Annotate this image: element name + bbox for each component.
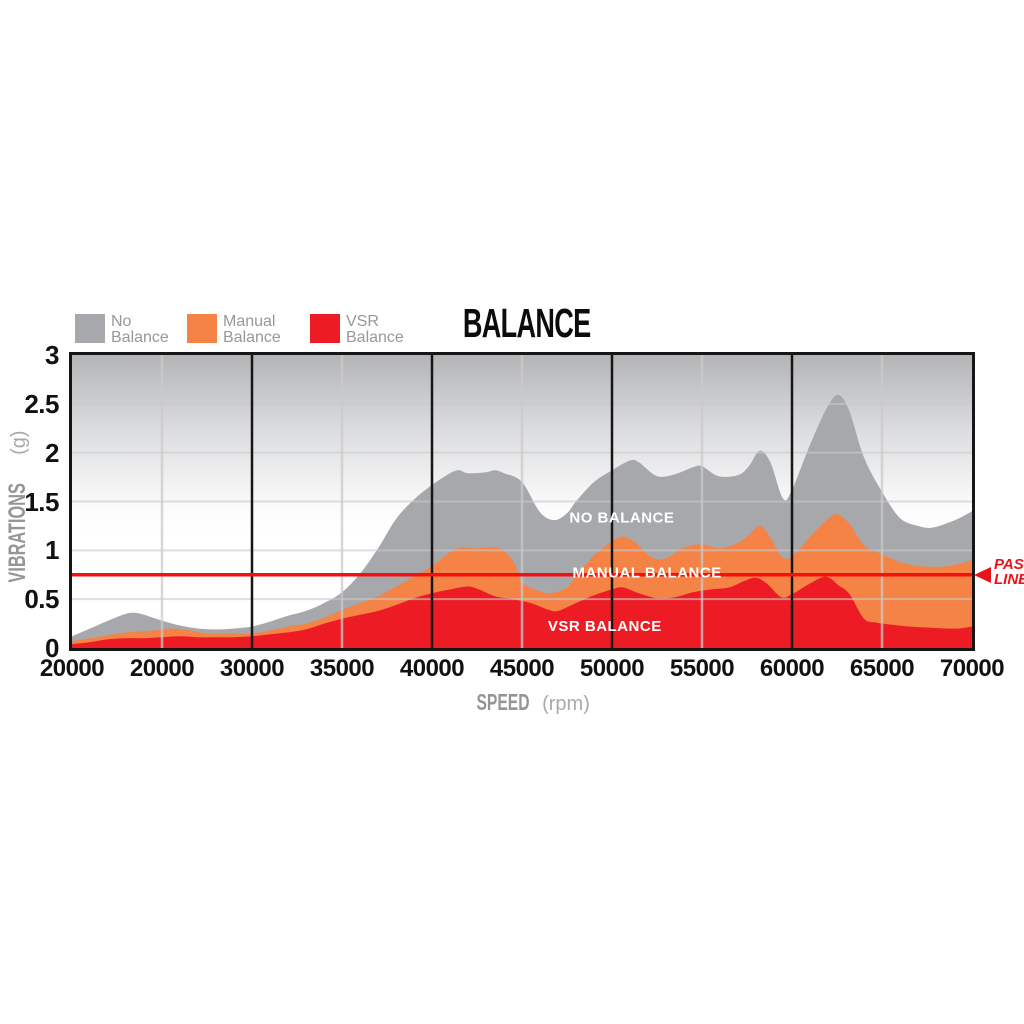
- pass-line-label: PASSLINE: [994, 556, 1024, 588]
- chart-title: BALANCE: [463, 300, 591, 346]
- no-balance-series-label: NO BALANCE: [569, 510, 674, 527]
- legend-label: No Balance: [111, 313, 169, 346]
- x-tick-label: 35000: [309, 655, 375, 682]
- x-tick-label: 50000: [579, 655, 645, 682]
- x-tick-label: 30000: [219, 655, 285, 682]
- no-balance-swatch-icon: [75, 314, 105, 343]
- legend-item-vsr-balance: VSR Balance: [310, 314, 404, 346]
- x-tick-label: 65000: [849, 655, 915, 682]
- y-tick-label: 3: [45, 340, 59, 370]
- legend-item-no-balance: No Balance: [75, 314, 169, 346]
- plot-area: NO BALANCE MANUAL BALANCE VSR BALANCE: [69, 352, 975, 651]
- legend-label: Manual Balance: [223, 313, 281, 346]
- y-tick-label: 0.5: [24, 584, 59, 615]
- x-tick-label: 60000: [759, 655, 825, 682]
- legend-item-manual-balance: Manual Balance: [187, 314, 281, 346]
- x-tick-label: 45000: [489, 655, 555, 682]
- x-axis-title: SPEED (rpm): [476, 689, 590, 715]
- y-tick-label: 2: [45, 437, 59, 468]
- balance-area-chart: NO BALANCE MANUAL BALANCE VSR BALANCE: [72, 355, 972, 648]
- x-tick-label: 20000: [129, 655, 195, 682]
- y-tick-label: 2.5: [24, 388, 59, 419]
- manual-balance-series-label: MANUAL BALANCE: [572, 564, 721, 581]
- x-tick-label: 55000: [669, 655, 735, 682]
- legend-label: VSR Balance: [346, 313, 404, 346]
- x-tick-label: 20000: [39, 655, 105, 682]
- x-tick-label: 70000: [939, 655, 1005, 682]
- pass-line-arrow-icon: [974, 567, 991, 583]
- vsr-balance-swatch-icon: [310, 314, 340, 343]
- y-tick-label: 1.5: [24, 486, 59, 517]
- y-tick-label: 0: [45, 633, 59, 663]
- y-tick-label: 1: [45, 535, 59, 566]
- manual-balance-swatch-icon: [187, 314, 217, 343]
- x-tick-label: 40000: [399, 655, 465, 682]
- vsr-balance-series-label: VSR BALANCE: [548, 618, 662, 635]
